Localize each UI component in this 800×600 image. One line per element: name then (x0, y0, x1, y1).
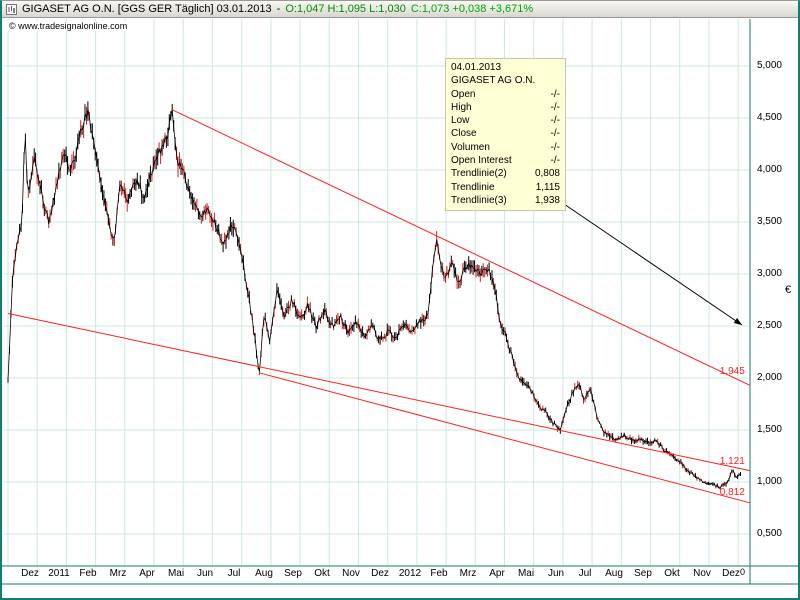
tooltip-row-label: Volumen (451, 141, 490, 153)
tooltip-row-value: -/- (550, 88, 560, 100)
tooltip-row-value: -/- (550, 128, 560, 140)
data-tooltip: 04.01.2013 GIGASET AG O.N. Open -/- High -/… (445, 58, 566, 212)
price-bars (7, 101, 741, 490)
y-tick-label: 2,000 (756, 372, 782, 383)
titlebar-instrument: GIGASET AG O.N. [GGS GER Täglich] 03.01.… (22, 3, 272, 15)
trendline-value-label: 0,812 (720, 487, 745, 498)
titlebar-close-change: C:1,073 +0,038 +3,671% (410, 3, 534, 15)
x-tick-label: Feb (430, 568, 448, 579)
y-axis-unit: € (785, 284, 792, 296)
copyright-notice: © www.tradesignalonline.com (7, 21, 130, 31)
tooltip-row: Volumen -/- (451, 141, 560, 154)
tooltip-row: Close -/- (451, 127, 560, 140)
x-tick-label: Aug (605, 568, 623, 579)
tooltip-row-label: Trendlinie(2) (451, 168, 507, 180)
x-tick-label: Nov (342, 568, 360, 579)
x-tick-label: Apr (489, 568, 505, 579)
y-tick-label: 4,000 (756, 164, 782, 175)
trendline-value-label: 1,121 (720, 456, 745, 467)
tooltip-row-label: High (451, 101, 472, 113)
y-tick-label: 3,500 (756, 216, 782, 227)
x-tick-label: Jun (196, 568, 214, 579)
tooltip-row: High -/- (451, 101, 560, 114)
x-tick-label: Mrz (459, 568, 477, 579)
tooltip-row-value: -/- (550, 141, 560, 153)
y-tick-label: 1,500 (756, 424, 782, 435)
window-titlebar[interactable]: GIGASET AG O.N. [GGS GER Täglich] 03.01.… (2, 1, 798, 18)
y-axis[interactable]: 5,000 4,500 4,000 3,500 3,000 2,500 2,000 1,500… (752, 1, 785, 598)
tooltip-row-value: 1,938 (534, 194, 560, 206)
app-icon (6, 3, 17, 15)
tooltip-row: Low -/- (451, 114, 560, 127)
trendline-Trendlinie[interactable]: 1,121 (7, 313, 750, 472)
y-tick-label: 4,500 (756, 112, 782, 123)
tooltip-rows: Open -/- High -/- Low -/- Close -/- Volumen -/- Op… (451, 88, 560, 208)
tooltip-row: Trendlinie(3) 1,938 (451, 194, 560, 207)
x-tick-label: 2012 (398, 568, 422, 579)
tooltip-row-label: Trendlinie (451, 181, 495, 193)
tooltip-row-label: Open Interest (451, 155, 512, 167)
tooltip-row-value: 0,808 (534, 168, 560, 180)
tooltip-row-label: Low (451, 115, 470, 127)
x-tick-label: Dez (722, 568, 740, 579)
y-tick-label: 5,000 (756, 60, 782, 71)
tooltip-row-value: -/- (550, 115, 560, 127)
x-tick-label: Aug (255, 568, 273, 579)
y-tick-label: 0,500 (756, 528, 782, 539)
titlebar-ohl-values: O:1,047 H:1,095 L:1,030 (285, 3, 406, 15)
x-tick-label: Mai (517, 568, 535, 579)
trendline-Trendlinie(2)[interactable]: 0,812 (259, 372, 750, 504)
x-tick-label: Mrz (109, 568, 127, 579)
tooltip-row: Trendlinie 1,115 (451, 181, 560, 194)
tooltip-row-value: 1,115 (535, 181, 560, 193)
grid (4, 19, 750, 566)
x-tick-label: Okt (314, 568, 330, 579)
tooltip-row-value: -/- (550, 155, 560, 167)
tooltip-row: Trendlinie(2) 0,808 (451, 167, 560, 180)
tooltip-row-label: Open (451, 88, 476, 100)
x-tick-label: Sep (284, 568, 302, 579)
x-tick-label: Feb (79, 568, 97, 579)
x-tick-label: Dez (371, 568, 389, 579)
x-axis[interactable]: Dez 2011 Feb Mrz Apr Mai Jun Jul Aug Sep Okt Nov Dez… (2, 568, 798, 582)
volume-zero-label: 0 (740, 567, 746, 577)
titlebar-dash: - (276, 3, 281, 15)
annotation-arrow[interactable] (563, 203, 743, 326)
trendline-Trendlinie(3)[interactable]: 1,945 (171, 109, 751, 386)
x-tick-label: Apr (139, 568, 155, 579)
chart-frame (2, 19, 798, 585)
trendline-value-label: 1,945 (720, 366, 745, 377)
y-tick-label: 1,000 (756, 476, 782, 487)
y-tick-label: 3,000 (756, 268, 782, 279)
y-tick-label: 2,500 (756, 320, 782, 331)
tooltip-row: Open Interest -/- (451, 154, 560, 167)
tooltip-row-label: Close (451, 128, 477, 140)
x-tick-label: Okt (664, 568, 680, 579)
x-tick-label: Mai (167, 568, 185, 579)
x-tick-label: Sep (634, 568, 652, 579)
x-tick-label: Jul (227, 568, 241, 579)
x-tick-label: Nov (693, 568, 711, 579)
x-tick-label: Jun (547, 568, 565, 579)
x-tick-label: 2011 (48, 568, 70, 579)
tooltip-date: 04.01.2013 (451, 62, 502, 73)
tooltip-instrument: GIGASET AG O.N. (451, 75, 536, 87)
tooltip-row-value: -/- (550, 101, 560, 113)
tooltip-row-label: Trendlinie(3) (451, 194, 507, 206)
x-tick-label: Dez (21, 568, 39, 579)
tooltip-row: Open -/- (451, 88, 560, 101)
x-tick-label: Jul (578, 568, 592, 579)
